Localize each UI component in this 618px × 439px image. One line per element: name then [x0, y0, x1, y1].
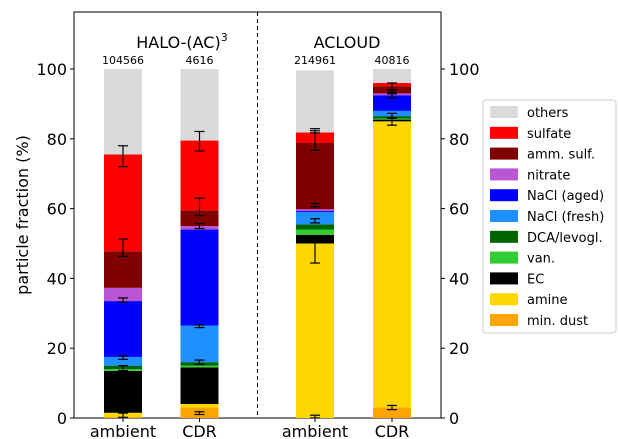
error-bar [310, 235, 320, 264]
y-tick-label: 0 [57, 409, 67, 428]
legend-swatch [490, 189, 518, 202]
error-bar [387, 117, 397, 126]
bar-segment [373, 95, 411, 111]
error-bar [194, 130, 205, 152]
legend: others sulfate amm. sulf. nitrate NaCl (aged… [482, 99, 617, 334]
x-axis-labels: ambient CDR ambient CDR [90, 418, 409, 439]
bar-segment [180, 210, 219, 227]
legend-swatch [490, 106, 518, 118]
count-labels: 104566 4616 214961 40816 [102, 54, 410, 67]
bar-segment [104, 356, 142, 366]
bar-segment [104, 301, 142, 357]
legend-label: NaCl (fresh) [527, 210, 604, 225]
legend-swatch [490, 147, 518, 160]
bar-segment [104, 287, 142, 302]
left-y-axis: 0 20 40 60 80 100 [36, 60, 74, 428]
x-category-label: CDR [182, 422, 217, 439]
legend-swatch [490, 314, 518, 326]
bar-segment [296, 209, 334, 212]
legend-label: EC [527, 272, 544, 287]
count-label: 104566 [102, 54, 144, 67]
right-tick-label: 0 [449, 409, 459, 428]
legend-label: nitrate [527, 168, 570, 183]
bar-segment [180, 365, 219, 368]
error-bar [387, 404, 397, 411]
error-bar [194, 223, 205, 230]
error-bar [118, 238, 128, 258]
right-tick-label: 20 [449, 339, 469, 358]
y-tick-label: 60 [47, 200, 67, 219]
right-tick-label: 80 [449, 130, 469, 149]
right-tick-label: 40 [449, 269, 469, 288]
error-bar [194, 324, 205, 329]
legend-swatch [490, 210, 518, 222]
bar-segment [180, 69, 219, 141]
legend-label: sulfate [527, 127, 571, 142]
bar-segment [296, 211, 334, 213]
bar-segment [180, 325, 219, 363]
legend-label: NaCl (aged) [527, 189, 604, 204]
count-label: 40816 [375, 54, 410, 67]
error-bars-group [118, 82, 397, 419]
right-tick-label: 60 [449, 200, 469, 219]
panel-label-halo: HALO-(AC)3 [136, 31, 227, 52]
y-tick-label: 40 [47, 269, 67, 288]
legend-label: van. [527, 252, 555, 267]
x-category-label: ambient [90, 422, 156, 439]
legend-label: amm. sulf. [527, 148, 595, 163]
bar-segment [104, 370, 142, 413]
bar-segment [104, 154, 142, 252]
bar-segment [180, 367, 219, 405]
right-y-axis: 0 20 40 60 80 100 [441, 60, 480, 428]
error-bar [194, 411, 205, 416]
legend-swatch [490, 126, 518, 139]
legend-swatch [490, 293, 518, 306]
error-bar [194, 359, 205, 365]
error-bar [310, 202, 320, 208]
y-axis-title: particle fraction (%) [13, 135, 32, 295]
bar-segment [296, 224, 334, 230]
legend-label: min. dust [527, 314, 588, 329]
y-tick-label: 20 [47, 339, 67, 358]
legend-swatch [490, 251, 518, 264]
bar-segment [104, 251, 142, 288]
bar-segment [373, 407, 411, 418]
error-bar [118, 297, 128, 303]
bar-segment [296, 70, 334, 133]
bar-segment [180, 229, 219, 326]
bar-segment [373, 69, 411, 83]
y-tick-label: 80 [47, 130, 67, 149]
bars-group [104, 69, 411, 418]
right-tick-label: 100 [449, 60, 480, 79]
legend-label: amine [527, 293, 567, 308]
error-bar [194, 197, 205, 217]
error-bar [310, 128, 320, 134]
y-tick-label: 100 [36, 60, 67, 79]
x-category-label: ambient [282, 422, 348, 439]
error-bar [387, 112, 397, 119]
bar-segment [296, 243, 334, 418]
bar-segment [296, 229, 334, 235]
error-bar [387, 82, 397, 91]
error-bar [118, 365, 128, 372]
x-category-label: CDR [375, 422, 410, 439]
legend-label: DCA/levogl. [527, 231, 603, 246]
error-bar [118, 145, 128, 168]
bar-segment [296, 142, 334, 210]
legend-label: others [527, 106, 569, 121]
count-label: 4616 [186, 54, 214, 67]
bar-segment [104, 69, 142, 155]
panel-label-acloud: ACLOUD [314, 33, 381, 52]
count-label: 214961 [294, 54, 336, 67]
error-bar [310, 218, 320, 224]
legend-swatch [490, 230, 518, 243]
legend-swatch [490, 168, 518, 181]
legend-swatch [490, 272, 518, 285]
bar-segment [180, 404, 219, 408]
error-bar [118, 412, 128, 418]
error-bar [118, 355, 128, 360]
bar-segment [373, 121, 411, 408]
